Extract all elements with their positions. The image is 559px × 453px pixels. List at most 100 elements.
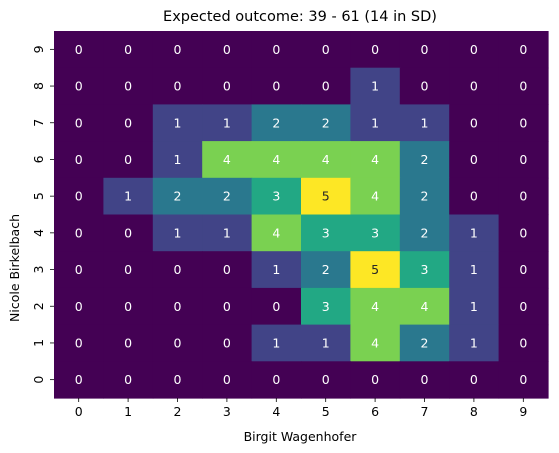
cell-value-label: 1 — [470, 335, 478, 350]
cell-value-label: 0 — [272, 299, 280, 314]
y-tick-label: 2 — [31, 302, 46, 310]
cell-value-label: 1 — [272, 335, 280, 350]
heatmap-cell — [498, 31, 549, 69]
heatmap-cell — [350, 31, 401, 69]
cell-value-label: 0 — [519, 79, 527, 94]
cell-value-label: 3 — [322, 299, 330, 314]
x-tick-label: 8 — [470, 404, 478, 419]
chart-title: Expected outcome: 39 - 61 (14 in SD) — [163, 9, 437, 25]
heatmap-cell — [399, 177, 450, 216]
heatmap-cell — [301, 177, 351, 216]
cell-value-label: 0 — [470, 42, 478, 57]
cell-value-label: 1 — [174, 152, 182, 167]
cell-value-label: 2 — [272, 115, 280, 130]
cell-value-label: 1 — [223, 225, 231, 240]
cell-value-label: 0 — [223, 42, 231, 57]
cell-value-label: 0 — [519, 299, 527, 314]
cell-value-label: 0 — [75, 225, 83, 240]
cell-value-label: 1 — [272, 262, 280, 277]
heatmap-cell — [251, 361, 302, 399]
cell-value-label: 0 — [470, 189, 478, 204]
heatmap-cell — [498, 287, 549, 326]
cell-value-label: 0 — [272, 372, 280, 387]
heatmap-cell — [202, 324, 253, 362]
heatmap-cell — [399, 287, 450, 326]
cell-value-label: 0 — [75, 79, 83, 94]
heatmap-cell — [449, 324, 500, 362]
heatmap-cell — [54, 104, 104, 142]
heatmap-cell — [350, 177, 401, 216]
cell-value-label: 0 — [519, 189, 527, 204]
x-tick-label: 1 — [124, 404, 132, 419]
heatmap-cell — [103, 177, 154, 216]
heatmap-cell — [498, 67, 549, 105]
cell-value-label: 1 — [371, 115, 379, 130]
cell-value-label: 0 — [519, 225, 527, 240]
heatmap-cell — [399, 104, 450, 142]
cell-value-label: 1 — [371, 79, 379, 94]
cell-value-label: 0 — [124, 79, 132, 94]
cell-value-label: 0 — [272, 79, 280, 94]
cell-value-label: 1 — [223, 115, 231, 130]
cell-value-label: 2 — [223, 189, 231, 204]
x-tick-label: 5 — [322, 404, 330, 419]
heatmap-cell — [399, 214, 450, 252]
heatmap-cell — [152, 141, 203, 179]
heatmap-cell — [498, 324, 549, 362]
cell-value-label: 4 — [371, 152, 379, 167]
cell-value-label: 1 — [124, 189, 132, 204]
cell-value-label: 1 — [470, 225, 478, 240]
x-tick-label: 4 — [272, 404, 280, 419]
heatmap-cell — [399, 31, 450, 69]
heatmap-cell — [202, 104, 253, 142]
heatmap-cell — [251, 287, 302, 326]
heatmap-cells: 0 0 0 0 0 0 0 0 0 0 0 0 0 0 0 0 1 0 0 0 0 0 1 1 2 2 1 1 0 0 0 0 1 4 4 4 4 2 0 0… — [54, 31, 549, 399]
cell-value-label: 0 — [124, 152, 132, 167]
heatmap-cell — [350, 251, 401, 289]
cell-value-label: 0 — [174, 262, 182, 277]
heatmap-cell — [152, 214, 203, 252]
cell-value-label: 0 — [75, 372, 83, 387]
heatmap-cell — [449, 141, 500, 179]
heatmap-cell — [350, 214, 401, 252]
heatmap-cell — [301, 141, 351, 179]
cell-value-label: 4 — [371, 189, 379, 204]
cell-value-label: 1 — [470, 262, 478, 277]
heatmap-cell — [152, 177, 203, 216]
heatmap-cell — [54, 287, 104, 326]
cell-value-label: 3 — [371, 225, 379, 240]
heatmap-cell — [498, 214, 549, 252]
cell-value-label: 0 — [223, 335, 231, 350]
heatmap-cell — [103, 104, 154, 142]
heatmap-cell — [350, 361, 401, 399]
heatmap-cell — [251, 324, 302, 362]
y-tick-label: 5 — [31, 192, 46, 200]
heatmap-cell — [301, 31, 351, 69]
heatmap-cell — [301, 104, 351, 142]
heatmap-cell — [152, 361, 203, 399]
cell-value-label: 0 — [75, 115, 83, 130]
heatmap-cell — [103, 287, 154, 326]
heatmap-cell — [301, 361, 351, 399]
cell-value-label: 0 — [124, 372, 132, 387]
heatmap-cell — [449, 214, 500, 252]
cell-value-label: 4 — [272, 152, 280, 167]
cell-value-label: 1 — [174, 115, 182, 130]
heatmap-cell — [54, 324, 104, 362]
cell-value-label: 0 — [75, 42, 83, 57]
cell-value-label: 0 — [421, 79, 429, 94]
heatmap-cell — [152, 251, 203, 289]
heatmap-cell — [449, 361, 500, 399]
cell-value-label: 0 — [322, 42, 330, 57]
y-tick-label: 7 — [31, 119, 46, 127]
cell-value-label: 1 — [174, 225, 182, 240]
cell-value-label: 0 — [124, 299, 132, 314]
heatmap-cell — [202, 361, 253, 399]
heatmap-cell — [449, 177, 500, 216]
heatmap-cell — [202, 214, 253, 252]
cell-value-label: 0 — [174, 42, 182, 57]
heatmap-cell — [399, 67, 450, 105]
cell-value-label: 0 — [174, 299, 182, 314]
cell-value-label: 0 — [322, 79, 330, 94]
